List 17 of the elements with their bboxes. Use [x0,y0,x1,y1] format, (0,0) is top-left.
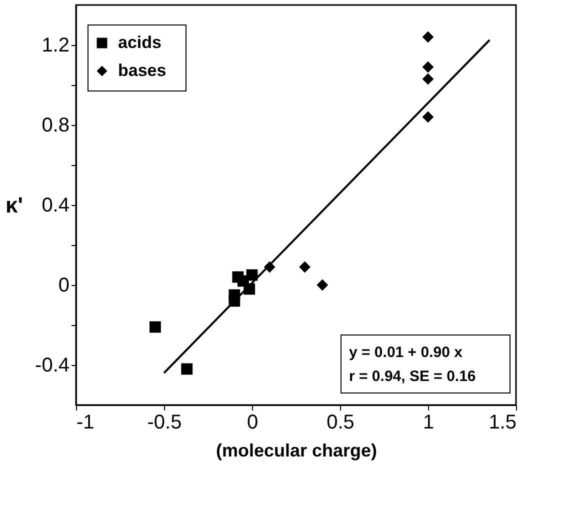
legend-label: bases [118,61,166,80]
x-tick-label: 0.5 [326,412,354,434]
y-tick-label: 0.4 [42,194,70,216]
y-tick-label: 0 [58,274,70,296]
y-tick-label: 0.8 [42,114,70,136]
x-tick-label: 1.5 [488,412,516,434]
legend-label: acids [118,33,162,52]
x-tick-label: -1 [76,412,94,434]
annotation: y = 0.01 + 0.90 x [349,344,464,361]
x-tick-label: 0 [246,412,258,434]
y-tick-label: 1.2 [42,34,70,56]
y-tick-label: -0.4 [35,354,70,376]
x-axis-title: (molecular charge) [216,440,378,460]
x-tick-label: -0.5 [147,412,182,434]
x-tick-label: 1 [422,412,434,434]
y-axis-title: κ' [6,192,24,218]
annotation: r = 0.94, SE = 0.16 [349,368,476,385]
